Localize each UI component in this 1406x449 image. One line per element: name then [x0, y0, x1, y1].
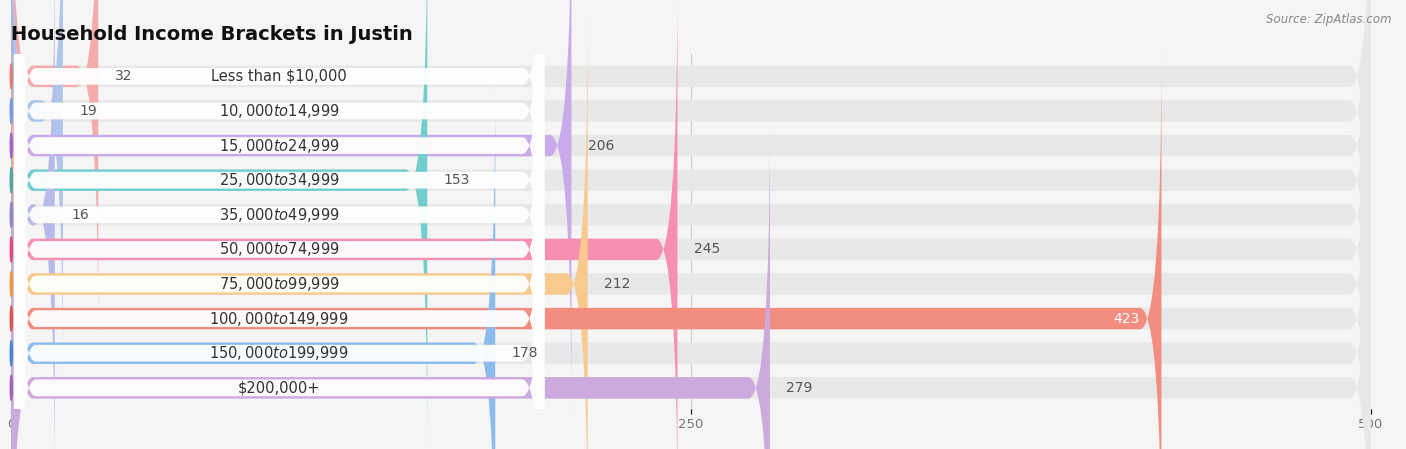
FancyBboxPatch shape — [14, 0, 544, 414]
Text: Less than $10,000: Less than $10,000 — [211, 69, 347, 84]
FancyBboxPatch shape — [11, 53, 1371, 449]
Text: $150,000 to $199,999: $150,000 to $199,999 — [209, 344, 349, 362]
Text: 178: 178 — [512, 346, 538, 360]
FancyBboxPatch shape — [11, 0, 63, 377]
Text: 153: 153 — [444, 173, 470, 187]
FancyBboxPatch shape — [14, 0, 544, 449]
Text: $200,000+: $200,000+ — [238, 380, 321, 395]
Text: 279: 279 — [786, 381, 813, 395]
Text: $25,000 to $34,999: $25,000 to $34,999 — [219, 171, 339, 189]
FancyBboxPatch shape — [11, 0, 1371, 412]
FancyBboxPatch shape — [11, 0, 1371, 377]
Text: Source: ZipAtlas.com: Source: ZipAtlas.com — [1267, 13, 1392, 26]
FancyBboxPatch shape — [11, 122, 1371, 449]
Text: $15,000 to $24,999: $15,000 to $24,999 — [219, 136, 339, 154]
Text: 212: 212 — [605, 277, 630, 291]
FancyBboxPatch shape — [11, 18, 1371, 449]
Circle shape — [10, 98, 13, 123]
Circle shape — [10, 202, 13, 227]
Circle shape — [10, 341, 13, 365]
Text: $50,000 to $74,999: $50,000 to $74,999 — [219, 240, 339, 259]
FancyBboxPatch shape — [11, 0, 55, 449]
FancyBboxPatch shape — [14, 0, 544, 449]
Text: 245: 245 — [693, 242, 720, 256]
FancyBboxPatch shape — [14, 0, 544, 449]
FancyBboxPatch shape — [11, 0, 427, 446]
FancyBboxPatch shape — [11, 0, 1371, 446]
Text: Household Income Brackets in Justin: Household Income Brackets in Justin — [11, 25, 413, 44]
Circle shape — [10, 237, 13, 262]
Circle shape — [10, 272, 13, 296]
FancyBboxPatch shape — [14, 119, 544, 449]
FancyBboxPatch shape — [11, 0, 1371, 343]
Text: 423: 423 — [1114, 312, 1140, 326]
FancyBboxPatch shape — [11, 18, 588, 449]
FancyBboxPatch shape — [14, 16, 544, 449]
Circle shape — [10, 375, 13, 401]
Circle shape — [10, 306, 13, 331]
FancyBboxPatch shape — [11, 53, 1161, 449]
FancyBboxPatch shape — [11, 0, 571, 412]
FancyBboxPatch shape — [11, 0, 1371, 449]
Circle shape — [10, 133, 13, 158]
Text: $75,000 to $99,999: $75,000 to $99,999 — [219, 275, 339, 293]
Text: 19: 19 — [79, 104, 97, 118]
FancyBboxPatch shape — [11, 87, 495, 449]
FancyBboxPatch shape — [11, 87, 1371, 449]
FancyBboxPatch shape — [14, 50, 544, 449]
Text: $10,000 to $14,999: $10,000 to $14,999 — [219, 102, 339, 120]
Text: $35,000 to $49,999: $35,000 to $49,999 — [219, 206, 339, 224]
FancyBboxPatch shape — [14, 0, 544, 345]
FancyBboxPatch shape — [11, 122, 770, 449]
FancyBboxPatch shape — [11, 0, 1371, 449]
FancyBboxPatch shape — [14, 0, 544, 379]
FancyBboxPatch shape — [11, 0, 98, 343]
Text: 32: 32 — [114, 70, 132, 84]
FancyBboxPatch shape — [14, 85, 544, 449]
Circle shape — [10, 64, 13, 89]
Circle shape — [10, 168, 13, 193]
Text: 16: 16 — [72, 208, 89, 222]
Text: $100,000 to $149,999: $100,000 to $149,999 — [209, 310, 349, 328]
Text: 206: 206 — [588, 139, 614, 153]
FancyBboxPatch shape — [11, 0, 678, 449]
